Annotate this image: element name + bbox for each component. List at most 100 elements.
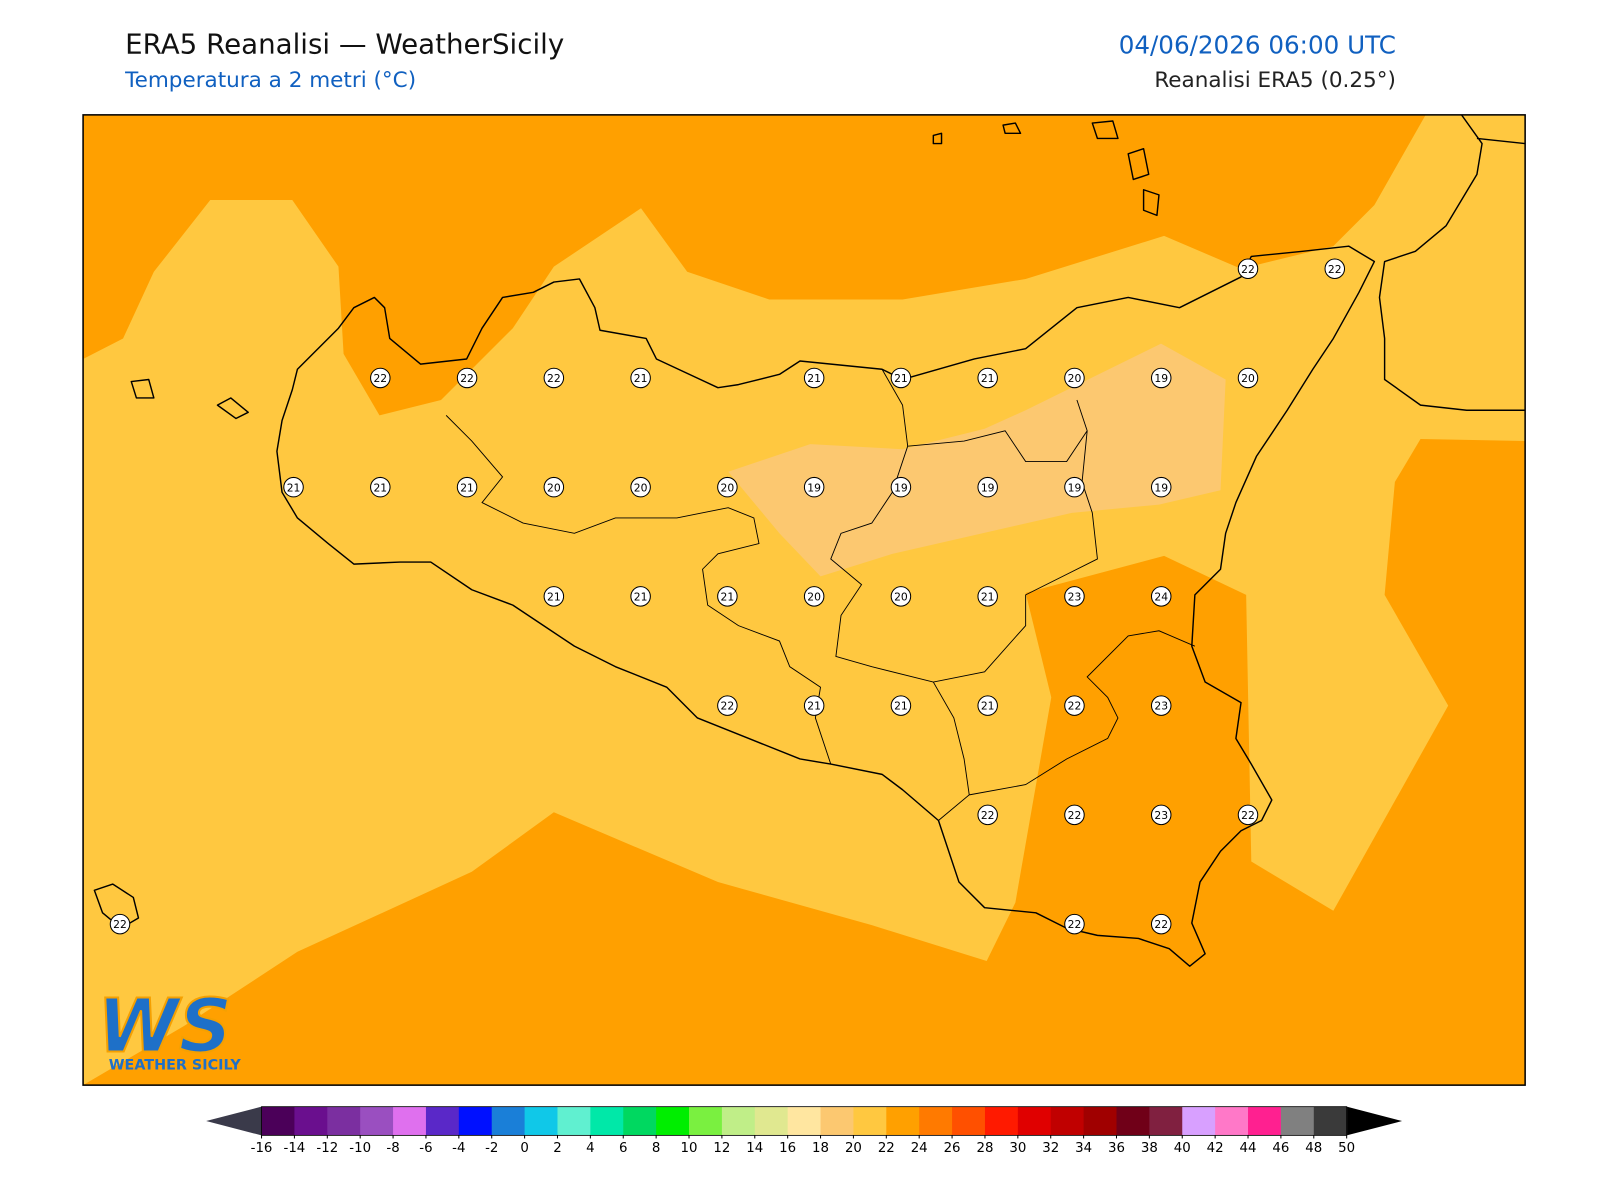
station-marker xyxy=(370,476,391,498)
station: 21 xyxy=(456,476,478,498)
colorbar-tick-label: 0 xyxy=(520,1141,528,1156)
station-marker xyxy=(977,695,998,716)
station-marker xyxy=(1064,804,1085,826)
station: 21 xyxy=(630,367,651,389)
station-marker xyxy=(977,586,998,607)
station-value: 22 xyxy=(373,372,387,385)
station-value: 20 xyxy=(1068,372,1082,385)
station: 22 xyxy=(370,367,391,389)
station-marker xyxy=(1064,695,1085,716)
station-value: 22 xyxy=(547,372,561,385)
colorbar-bin xyxy=(1050,1106,1085,1136)
station-marker xyxy=(1150,913,1172,935)
colorbar-bin xyxy=(689,1106,723,1136)
station-marker xyxy=(109,913,131,935)
station-value: 23 xyxy=(1154,700,1168,713)
station: 22 xyxy=(1064,695,1085,716)
station-value: 19 xyxy=(1068,481,1082,494)
colorbar-tick-label: -10 xyxy=(349,1141,371,1156)
station: 23 xyxy=(1150,695,1172,716)
station-value: 22 xyxy=(1241,263,1255,276)
station: 21 xyxy=(630,586,651,607)
datetime: 04/06/2026 06:00 UTC xyxy=(1119,30,1396,59)
station-marker xyxy=(1150,586,1172,607)
station: 22 xyxy=(109,913,131,935)
station-value: 19 xyxy=(807,481,821,494)
station-marker xyxy=(456,476,478,498)
station: 22 xyxy=(1064,913,1085,935)
colorbar-tick-label: 30 xyxy=(1009,1141,1026,1156)
station-marker xyxy=(717,476,738,498)
station-marker xyxy=(890,476,912,498)
colorbar-bin xyxy=(1017,1106,1052,1136)
station-value: 20 xyxy=(634,481,648,494)
station-value: 22 xyxy=(113,918,127,931)
colorbar-bin xyxy=(886,1106,920,1136)
colorbar-bin xyxy=(721,1106,756,1136)
colorbar-bin xyxy=(952,1106,986,1136)
station: 22 xyxy=(1324,258,1346,279)
colorbar-tick-label: 10 xyxy=(681,1141,698,1156)
station-marker xyxy=(803,367,825,389)
colorbar-tick-label: 16 xyxy=(779,1141,796,1156)
station-value: 22 xyxy=(721,700,735,713)
colorbar-bin xyxy=(1313,1106,1348,1136)
colorbar-bin xyxy=(294,1106,328,1136)
station-value: 21 xyxy=(373,481,387,494)
colorbar-tick-label: -16 xyxy=(251,1141,273,1156)
coastline xyxy=(276,245,1376,967)
colorbar-tick-label: -14 xyxy=(284,1141,306,1156)
colorbar-tick-label: 20 xyxy=(845,1141,862,1156)
station-value: 22 xyxy=(981,809,995,822)
station: 21 xyxy=(370,476,391,498)
map xyxy=(83,114,1526,1086)
station-value: 22 xyxy=(1068,809,1082,822)
station-marker xyxy=(977,476,998,498)
station-value: 23 xyxy=(1154,809,1168,822)
colorbar-tick-label: 34 xyxy=(1075,1141,1092,1156)
station: 20 xyxy=(803,586,825,607)
station: 20 xyxy=(1237,367,1259,389)
colorbar-bin xyxy=(1215,1106,1249,1136)
station-marker xyxy=(890,586,912,607)
station-marker xyxy=(543,586,565,607)
station-value: 22 xyxy=(460,372,474,385)
colorbar-tick-label: -2 xyxy=(485,1141,498,1156)
colorbar-bin xyxy=(1083,1106,1118,1136)
station-marker xyxy=(370,367,391,389)
station: 20 xyxy=(630,476,651,498)
station-marker xyxy=(1064,367,1085,389)
colorbar: -16 -14 -12 -10 -8 -6 -4 -2 0 2 4 6 8 10 12 14 16 18 20 22 2… xyxy=(206,1106,1403,1156)
colorbar-tick-label: 14 xyxy=(746,1141,763,1156)
station-marker xyxy=(1064,476,1085,498)
station: 22 xyxy=(456,367,478,389)
station-marker xyxy=(890,695,912,716)
station-marker xyxy=(1237,258,1259,279)
colorbar-tick-label: 50 xyxy=(1338,1141,1355,1156)
logo-name: WEATHER SICILY xyxy=(109,1058,242,1074)
station: 21 xyxy=(977,586,998,607)
colorbar-tick-label: 22 xyxy=(878,1141,895,1156)
station: 23 xyxy=(1064,586,1085,607)
colorbar-bin xyxy=(360,1106,394,1136)
station-value: 21 xyxy=(981,372,995,385)
station-marker xyxy=(630,367,651,389)
station: 21 xyxy=(283,476,304,498)
station-value: 19 xyxy=(894,481,908,494)
colorbar-bin xyxy=(261,1106,295,1136)
colorbar-tick-label: 28 xyxy=(976,1141,993,1156)
station-marker xyxy=(977,804,998,826)
station: 22 xyxy=(1237,804,1259,826)
logo: WS WEATHER SICILY xyxy=(96,982,242,1074)
station: 19 xyxy=(803,476,825,498)
station-value: 21 xyxy=(634,372,648,385)
calabria-coast xyxy=(1378,114,1526,411)
province-borders xyxy=(445,369,1196,821)
station-marker xyxy=(1064,913,1085,935)
station: 22 xyxy=(717,695,738,716)
station-marker xyxy=(803,586,825,607)
colorbar-bin xyxy=(1280,1106,1315,1136)
colorbar-bin xyxy=(327,1106,361,1136)
station-value: 24 xyxy=(1154,591,1168,604)
